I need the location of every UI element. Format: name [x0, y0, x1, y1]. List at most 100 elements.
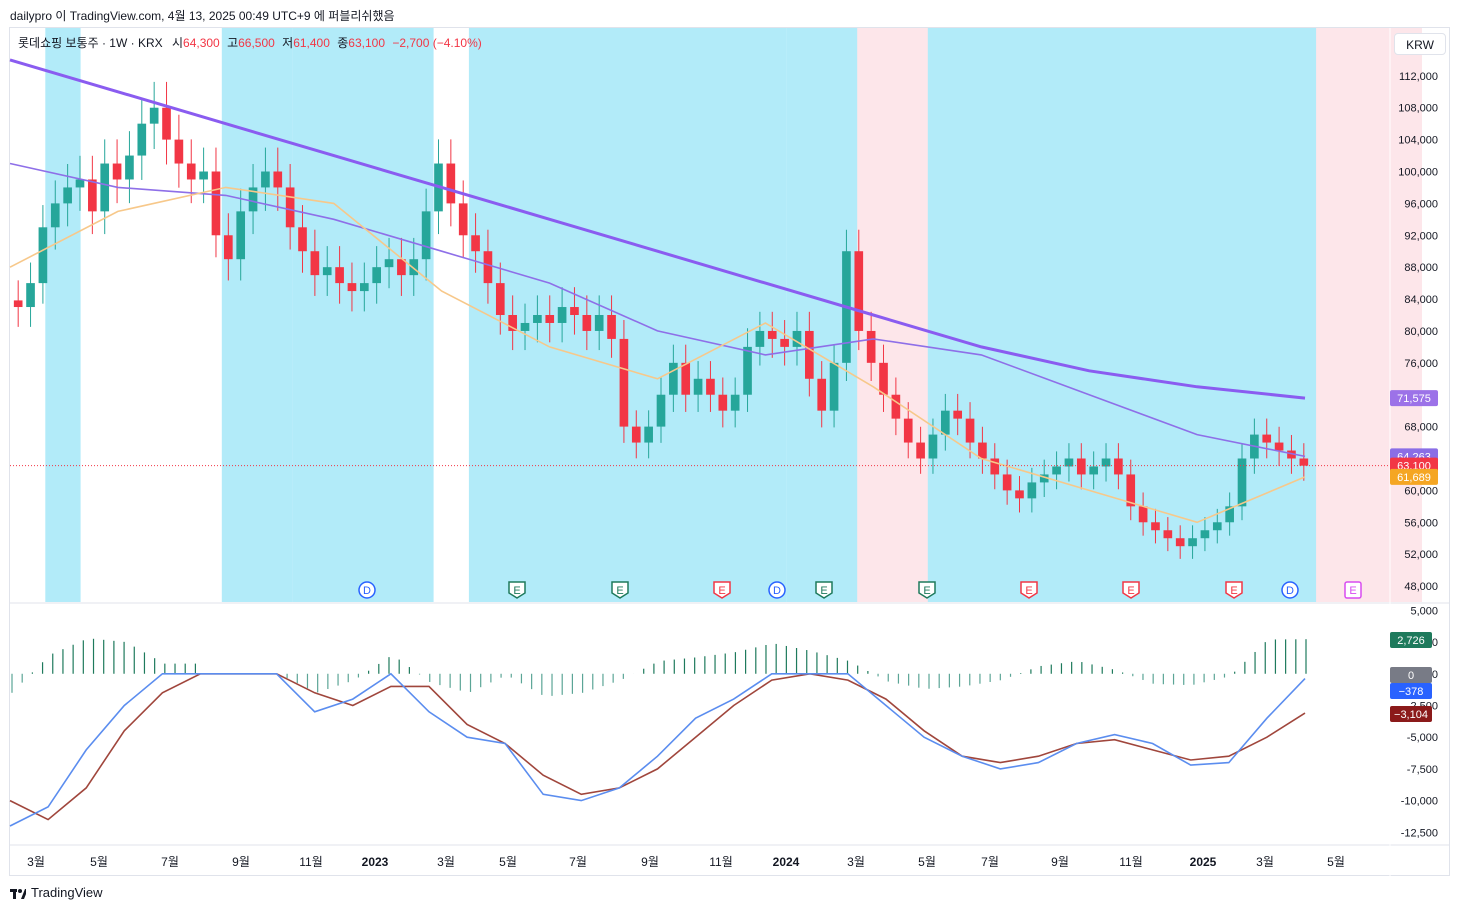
candle-body: [446, 163, 456, 204]
price-axis-tick: 108,000: [1398, 103, 1438, 115]
candle-body: [298, 227, 307, 252]
macd-badge: [1390, 667, 1432, 683]
event-marker-label: E: [513, 585, 520, 597]
price-axis-tick: 96,000: [1404, 198, 1438, 210]
currency-button[interactable]: KRW: [1394, 33, 1446, 55]
macd-badge-label: 0: [1408, 670, 1414, 682]
price-axis-tick: 76,000: [1404, 358, 1438, 370]
candle-body: [557, 307, 567, 323]
low-label: 저: [282, 36, 294, 50]
candle-body: [458, 203, 468, 236]
time-axis-label: 11월: [299, 855, 323, 869]
candle-body: [495, 283, 505, 315]
candle-body: [137, 123, 147, 156]
background-region: [292, 28, 434, 602]
symbol-legend: 롯데쇼핑 보통주 · 1W · KRX 시64,300 고66,500 저61,…: [18, 34, 482, 51]
macd-axis-tick: -10,000: [1401, 796, 1438, 808]
candle-body: [88, 179, 97, 212]
candle-body: [1052, 466, 1061, 475]
candle-body: [817, 378, 827, 411]
candle-body: [891, 394, 901, 419]
macd-badge-label: −3,104: [1394, 709, 1428, 721]
candle-body: [1101, 458, 1111, 467]
candle-body: [1076, 458, 1086, 475]
background-region: [1316, 28, 1422, 602]
candle-body: [533, 315, 542, 323]
candle-body: [50, 203, 60, 228]
event-marker-label: E: [820, 585, 827, 597]
price-axis-tick: 68,000: [1404, 422, 1438, 434]
macd-axis-tick: -12,500: [1401, 827, 1438, 839]
price-axis-tick: 56,000: [1404, 517, 1438, 529]
time-axis-label: 3월: [847, 855, 865, 869]
event-marker-label: D: [363, 585, 371, 597]
price-axis-tick: 88,000: [1404, 262, 1438, 274]
time-axis-label: 7월: [981, 855, 999, 869]
price-axis-tick: 112,000: [1399, 71, 1438, 83]
tradingview-logo: TradingView: [10, 885, 103, 900]
price-axis-tick: 100,000: [1398, 167, 1438, 179]
background-region: [892, 28, 1211, 602]
event-marker: E: [508, 581, 526, 599]
open-value: 64,300: [183, 36, 220, 50]
candle-body: [1163, 530, 1173, 539]
candle-body: [681, 362, 691, 395]
event-marker: E: [1344, 581, 1362, 599]
symbol-name[interactable]: 롯데쇼핑 보통주 · 1W · KRX: [18, 36, 163, 50]
candle-body: [1237, 458, 1247, 507]
candle-body: [1114, 458, 1123, 475]
earnings-marker: [1020, 581, 1038, 599]
price-axis-tick: 48,000: [1404, 581, 1438, 593]
candle-body: [1299, 458, 1309, 466]
moving-average-ma-long: [9, 58, 1306, 400]
event-marker: D: [1281, 581, 1299, 599]
candle-body: [1027, 482, 1037, 499]
candle-body: [174, 139, 184, 164]
candle-body: [644, 426, 653, 443]
candle-body: [1015, 490, 1024, 499]
candle-body: [13, 300, 23, 308]
time-axis-label: 11월: [709, 855, 733, 869]
event-marker: E: [713, 581, 731, 599]
tradingview-brand: TradingView: [31, 885, 103, 900]
candle-body: [335, 267, 344, 284]
event-marker: E: [611, 581, 629, 599]
time-axis-label: 5월: [499, 855, 517, 869]
candle-body: [162, 107, 171, 140]
earnings-marker: [713, 581, 731, 599]
candle-body: [261, 171, 270, 188]
event-marker: E: [918, 581, 936, 599]
time-axis-label: 9월: [641, 855, 659, 869]
earnings-marker: [508, 581, 526, 599]
candle-body: [903, 418, 913, 443]
event-marker-label: D: [773, 585, 781, 597]
candle-body: [100, 163, 110, 212]
candle-body: [125, 155, 134, 180]
candle-body: [224, 235, 233, 260]
macd-badge-label: 2,726: [1397, 635, 1425, 647]
moving-average-ma-mid: [9, 162, 1306, 458]
earnings-marker: [815, 581, 833, 599]
price-axis-tick: 80,000: [1404, 326, 1438, 338]
time-axis-label: 7월: [161, 855, 179, 869]
price-badge-label: 61,689: [1397, 472, 1431, 484]
candle-body: [359, 283, 369, 292]
candle-body: [483, 251, 493, 284]
candle-body: [631, 426, 641, 443]
candle-body: [186, 163, 196, 180]
candle-body: [792, 330, 802, 347]
candle-body: [236, 211, 246, 260]
candle-body: [1287, 450, 1296, 459]
time-axis-label: 2024: [773, 855, 800, 869]
event-marker-label: E: [1230, 585, 1237, 597]
event-marker: E: [1020, 581, 1038, 599]
price-axis-tick: 84,000: [1404, 294, 1438, 306]
candle-body: [1200, 530, 1210, 539]
time-axis-label: 7월: [569, 855, 587, 869]
candle-body: [248, 187, 258, 212]
candle-body: [978, 442, 987, 459]
candle-body: [879, 362, 888, 395]
moving-average-ma-short: [9, 186, 1306, 524]
candle-body: [780, 338, 789, 347]
